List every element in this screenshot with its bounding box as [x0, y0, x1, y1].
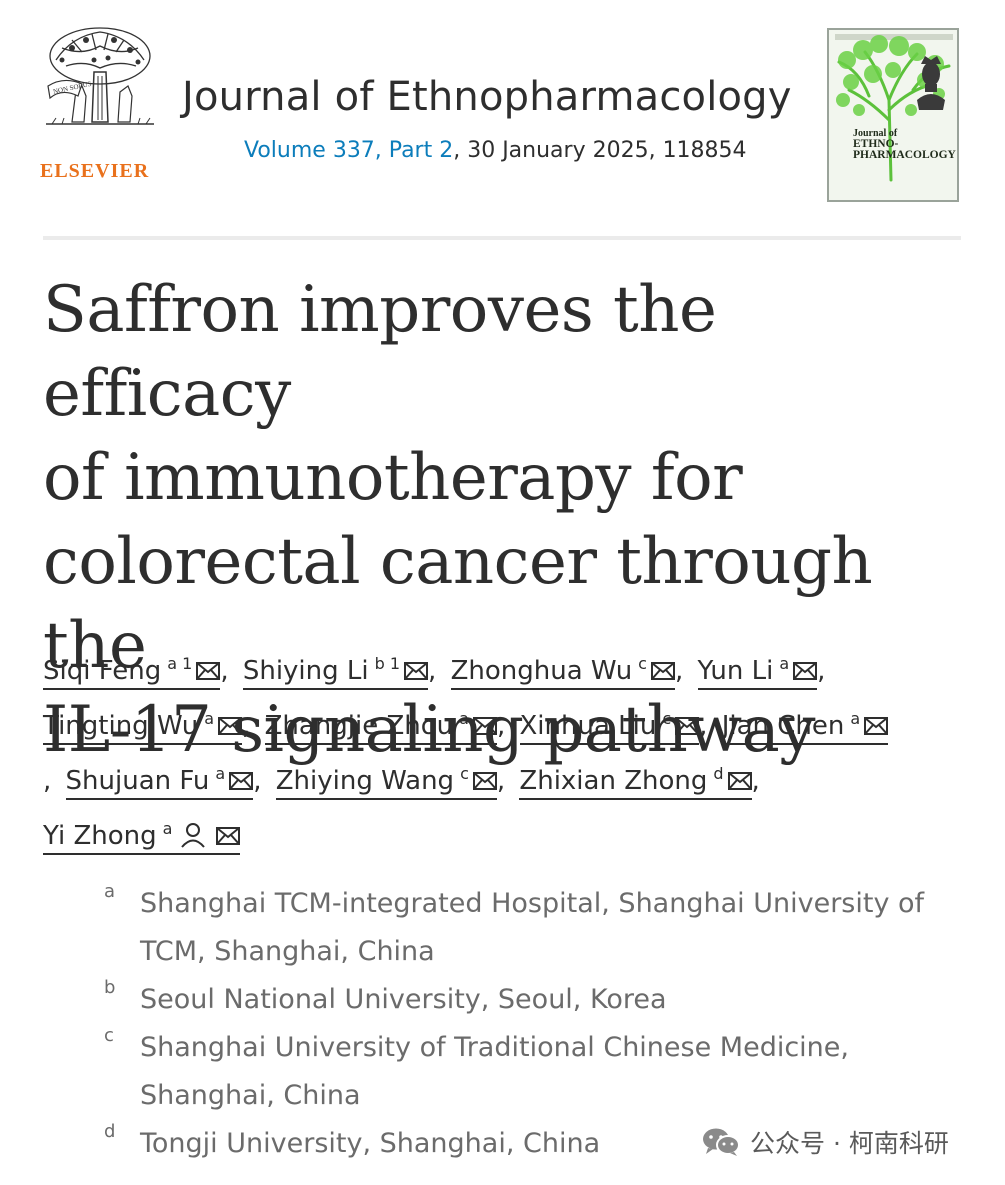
author-affiliation-sup: a	[779, 654, 790, 673]
affiliation-text: Shanghai University of Traditional Chine…	[140, 1032, 849, 1111]
author-affiliation-sup: a	[204, 709, 215, 728]
author-link[interactable]: Yun Li a	[697, 654, 818, 690]
author-name: Xinhua Liu	[519, 711, 657, 741]
article-date-number: , 30 January 2025, 118854	[453, 138, 747, 163]
author-affiliation-sup: d	[713, 764, 724, 783]
cover-tree-illustration	[836, 35, 951, 182]
author-link[interactable]: Zhonghua Wu c	[450, 654, 675, 690]
author-name: Zhangjie Zhou	[264, 711, 454, 741]
author-affiliation-sup: c	[662, 709, 672, 728]
author-link[interactable]: Zhiying Wang c	[275, 764, 497, 800]
email-icon	[229, 772, 254, 790]
title-line: of immunotherapy for	[43, 441, 743, 515]
watermark-text: 公众号 · 柯南科研	[750, 1129, 949, 1158]
affiliation-item: a Shanghai TCM-integrated Hospital, Shang…	[100, 880, 960, 976]
title-line: colorectal cancer through the	[43, 525, 873, 683]
author-affiliation-sup: a	[162, 819, 173, 838]
title-line: IL-17 signaling pathway	[43, 693, 815, 767]
author-link[interactable]: Zhixian Zhong d	[519, 764, 752, 800]
author-affiliation-sup: a 1	[167, 654, 193, 673]
journal-title[interactable]: Journal of Ethnopharmacology	[182, 74, 792, 120]
affiliation-item: b Seoul National University, Seoul, Korea	[100, 976, 960, 1024]
author-link[interactable]: Xinhua Liu c	[519, 709, 700, 745]
email-icon	[404, 662, 429, 680]
author-affiliation-sup: c	[460, 764, 469, 783]
author-affiliation-sup: a	[459, 709, 469, 728]
author-link[interactable]: Shiying Li b 1	[242, 654, 429, 690]
issue-info: Volume 337, Part 2, 30 January 2025, 118…	[244, 138, 747, 163]
email-icon	[218, 717, 243, 735]
affiliation-label: d	[104, 1121, 116, 1142]
email-icon	[793, 662, 818, 680]
affiliation-text: Tongji University, Shanghai, China	[140, 1128, 601, 1159]
author-link[interactable]: Yi Zhong a	[43, 819, 241, 855]
article-title: Saffron improves the efficacy of immunot…	[43, 268, 963, 772]
email-icon	[472, 772, 497, 790]
corresponding-author-icon	[181, 823, 206, 848]
affiliation-list: a Shanghai TCM-integrated Hospital, Shang…	[100, 880, 960, 1168]
publisher-name: ELSEVIER	[40, 160, 150, 182]
author-link[interactable]: Tingting Wu a	[43, 709, 243, 745]
cover-title-line1: Journal of	[853, 128, 898, 139]
author-name: Shujuan Fu	[65, 766, 210, 796]
email-icon	[216, 827, 241, 845]
author-link[interactable]: Shujuan Fu a	[65, 764, 254, 800]
author-link[interactable]: Jian Chen a	[721, 709, 889, 745]
affiliation-label: c	[104, 1025, 114, 1046]
author-affiliation-sup: b 1	[374, 654, 401, 673]
header-divider	[43, 236, 961, 240]
affiliation-text: Seoul National University, Seoul, Korea	[140, 984, 667, 1015]
author-name: Jian Chen	[721, 711, 845, 741]
affiliation-text: Shanghai TCM-integrated Hospital, Shangh…	[140, 888, 925, 967]
affiliation-label: b	[104, 977, 116, 998]
volume-link[interactable]: Volume 337, Part 2	[244, 138, 454, 163]
author-name: Zhonghua Wu	[450, 656, 633, 686]
wechat-watermark: 公众号 · 柯南科研	[702, 1124, 949, 1160]
author-name: Yun Li	[697, 656, 774, 686]
author-affiliation-sup: c	[638, 654, 647, 673]
article-header: NON SOLUS ELSEVIER Journal of Ethnopharm…	[0, 0, 1005, 240]
author-affiliation-sup: a	[850, 709, 861, 728]
affiliation-item: d Tongji University, Shanghai, China	[100, 1120, 960, 1168]
email-icon	[727, 772, 752, 790]
author-link[interactable]: Siqi Feng a 1	[43, 654, 221, 690]
wechat-icon	[703, 1128, 740, 1156]
email-icon	[196, 662, 221, 680]
elsevier-logo[interactable]: NON SOLUS ELSEVIER	[40, 26, 160, 182]
author-affiliation-sup: a	[215, 764, 226, 783]
title-line: Saffron improves the efficacy	[43, 273, 717, 431]
cover-title: Journal of ETHNO- PHARMACOLOGY	[853, 128, 956, 161]
author-name: Shiying Li	[242, 656, 369, 686]
author-name: Zhiying Wang	[275, 766, 455, 796]
elsevier-tree-icon: NON SOLUS	[46, 27, 154, 125]
cover-title-line3: PHARMACOLOGY	[853, 149, 956, 161]
author-name: Tingting Wu	[43, 711, 199, 741]
cover-top-strip	[835, 34, 953, 40]
email-icon	[864, 717, 889, 735]
author-name: Zhixian Zhong	[519, 766, 708, 796]
author-list: Siqi Feng a 1, Shiying Li b 1, Zhonghua Wu…	[43, 640, 973, 860]
author-name: Yi Zhong	[43, 821, 157, 851]
email-icon	[675, 717, 700, 735]
cover-title-line2: ETHNO-	[853, 138, 899, 150]
author-link[interactable]: Zhangjie Zhou a	[264, 709, 497, 745]
affiliation-label: a	[104, 881, 116, 902]
affiliation-item: c Shanghai University of Traditional Chin…	[100, 1024, 960, 1120]
email-icon	[650, 662, 675, 680]
journal-cover-thumbnail[interactable]: Journal of ETHNO- PHARMACOLOGY	[827, 28, 959, 202]
author-name: Siqi Feng	[43, 656, 162, 686]
email-icon	[472, 717, 497, 735]
